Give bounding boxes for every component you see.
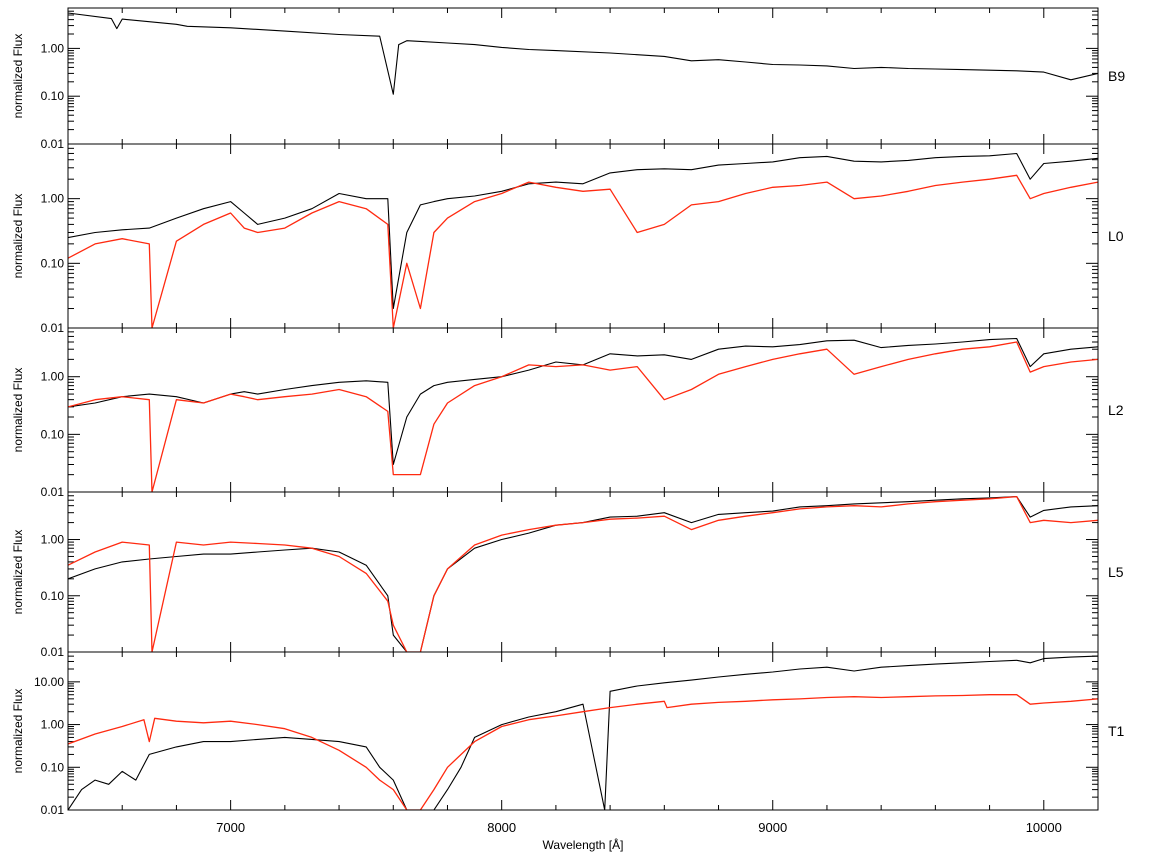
y-tick-label: 0.01 bbox=[41, 485, 65, 499]
observed-spectrum-line bbox=[68, 152, 1098, 310]
y-tick-label: 0.10 bbox=[41, 427, 65, 441]
y-axis-label: normalized Flux bbox=[11, 530, 25, 615]
y-tick-label: 0.01 bbox=[41, 645, 65, 659]
x-tick-label: 9000 bbox=[758, 820, 787, 835]
y-tick-label: 0.10 bbox=[41, 256, 65, 270]
panel-frame bbox=[67, 651, 1099, 811]
panel-l5: 0.01 0.10 1.00 normalized Flux L5 bbox=[11, 491, 1124, 659]
panel-frame bbox=[67, 143, 1099, 329]
observed-spectrum-line bbox=[68, 496, 1098, 652]
panel-label: L5 bbox=[1108, 564, 1124, 580]
panel-l0: 0.01 0.10 1.00 normalized Flux L0 bbox=[11, 143, 1124, 335]
y-tick-label: 0.01 bbox=[41, 803, 65, 817]
observed-spectrum-line bbox=[68, 12, 1098, 95]
model-spectrum-line bbox=[68, 495, 1098, 652]
x-tick-label: 10000 bbox=[1026, 820, 1062, 835]
observed-spectrum-line bbox=[68, 655, 1098, 810]
y-tick-label: 1.00 bbox=[41, 192, 65, 206]
y-tick-label: 0.10 bbox=[41, 89, 65, 103]
panel-frame bbox=[67, 491, 1099, 653]
y-tick-label: 1.00 bbox=[41, 533, 65, 547]
y-tick-label: 1.00 bbox=[41, 41, 65, 55]
model-spectrum-line bbox=[68, 174, 1098, 328]
x-axis-label: Wavelength [Å] bbox=[543, 837, 624, 852]
panel-label: L0 bbox=[1108, 228, 1124, 244]
y-axis-label: normalized Flux bbox=[11, 34, 25, 119]
x-tick-label: 7000 bbox=[216, 820, 245, 835]
panel-b9: 0.01 0.10 1.00 normalized Flux B9 bbox=[11, 7, 1125, 151]
y-tick-label: 1.00 bbox=[41, 370, 65, 384]
y-tick-label: 0.01 bbox=[41, 137, 65, 151]
y-tick-label: 10.00 bbox=[34, 675, 64, 689]
panel-label: L2 bbox=[1108, 402, 1124, 418]
panel-label: B9 bbox=[1108, 68, 1125, 84]
y-tick-label: 0.10 bbox=[41, 760, 65, 774]
y-tick-label: 0.01 bbox=[41, 321, 65, 335]
observed-spectrum-line bbox=[68, 337, 1098, 466]
y-axis-label: normalized Flux bbox=[11, 368, 25, 453]
y-tick-label: 0.10 bbox=[41, 589, 65, 603]
panel-t1: 0.01 0.10 1.00 10.00 normalized Flux T1 bbox=[11, 651, 1125, 817]
x-tick-label: 8000 bbox=[487, 820, 516, 835]
panel-l2: 0.01 0.10 1.00 normalized Flux L2 bbox=[11, 327, 1124, 499]
y-axis-label: normalized Flux bbox=[11, 194, 25, 279]
panel-label: T1 bbox=[1108, 723, 1125, 739]
panel-frame bbox=[67, 7, 1099, 145]
y-tick-label: 1.00 bbox=[41, 718, 65, 732]
model-spectrum-line bbox=[68, 341, 1098, 492]
y-axis-label: normalized Flux bbox=[11, 689, 25, 774]
model-spectrum-line bbox=[68, 694, 1098, 810]
